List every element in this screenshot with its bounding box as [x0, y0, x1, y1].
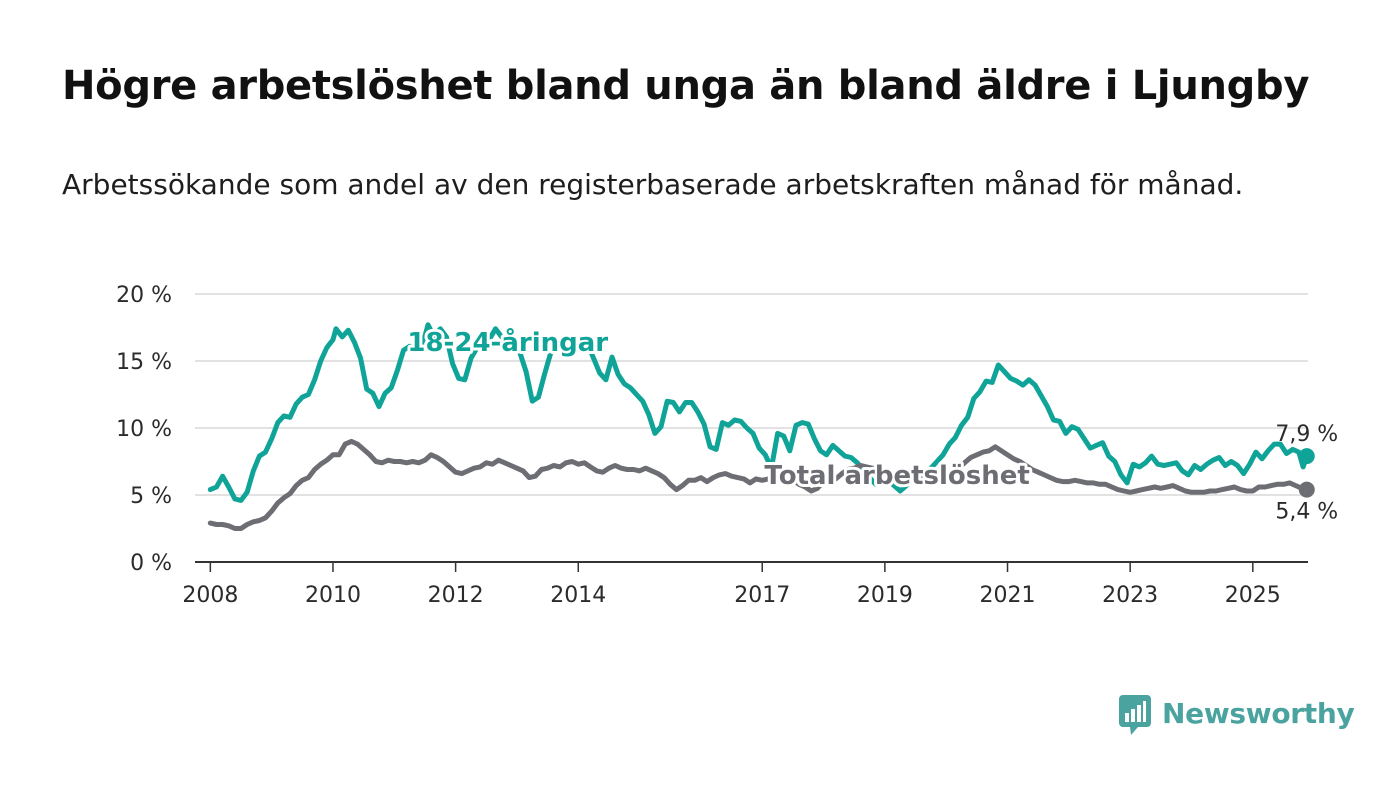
grid-lines: [195, 293, 1308, 496]
end-points: 7,9 % 5,4 %: [1275, 422, 1338, 525]
x-tick-label-2012: 2012: [428, 583, 484, 608]
x-tick-label-2014: 2014: [550, 583, 606, 608]
end-label-1: 5,4 %: [1275, 500, 1338, 525]
series-line-0: [207, 322, 1310, 503]
bar-chart-speech-bubble-icon: [1118, 694, 1152, 735]
series-lines: [207, 322, 1310, 531]
x-tick-label-2019: 2019: [857, 583, 913, 608]
series-labels: 18-24-åringar Total arbetslöshet: [404, 323, 1032, 494]
x-tick-label-2010: 2010: [305, 583, 361, 608]
y-tick-label-5: 5 %: [130, 484, 172, 509]
x-tick-label-2021: 2021: [980, 583, 1036, 608]
chart-subtitle: Arbetssökande som andel av den registerb…: [62, 168, 1244, 201]
x-tick-label-2008: 2008: [182, 583, 238, 608]
y-tick-label-15: 15 %: [116, 350, 172, 375]
x-axis: 2008 2010 2012 2014 2017 2019 2021 2023 2025: [182, 561, 1308, 608]
y-tick-label-0: 0 %: [130, 551, 172, 576]
chart-title: Högre arbetslöshet bland unga än bland ä…: [62, 63, 1310, 109]
series-line-1: [207, 438, 1310, 531]
y-axis-labels: 0 % 5 % 10 % 15 % 20 %: [116, 283, 172, 576]
y-tick-label-20: 20 %: [116, 283, 172, 308]
x-tick-label-2025: 2025: [1225, 583, 1281, 608]
end-point-0: [1298, 448, 1315, 465]
end-label-0: 7,9 %: [1275, 422, 1338, 447]
series-label-0: 18-24-åringar: [407, 326, 608, 358]
series-label-1: Total arbetslöshet: [764, 461, 1029, 491]
x-tick-label-2017: 2017: [734, 583, 790, 608]
newsworthy-logo: Newsworthy: [1118, 690, 1355, 736]
y-tick-label-10: 10 %: [116, 417, 172, 442]
x-tick-label-2023: 2023: [1102, 583, 1158, 608]
end-point-1: [1298, 481, 1315, 498]
brand-name: Newsworthy: [1162, 696, 1355, 730]
